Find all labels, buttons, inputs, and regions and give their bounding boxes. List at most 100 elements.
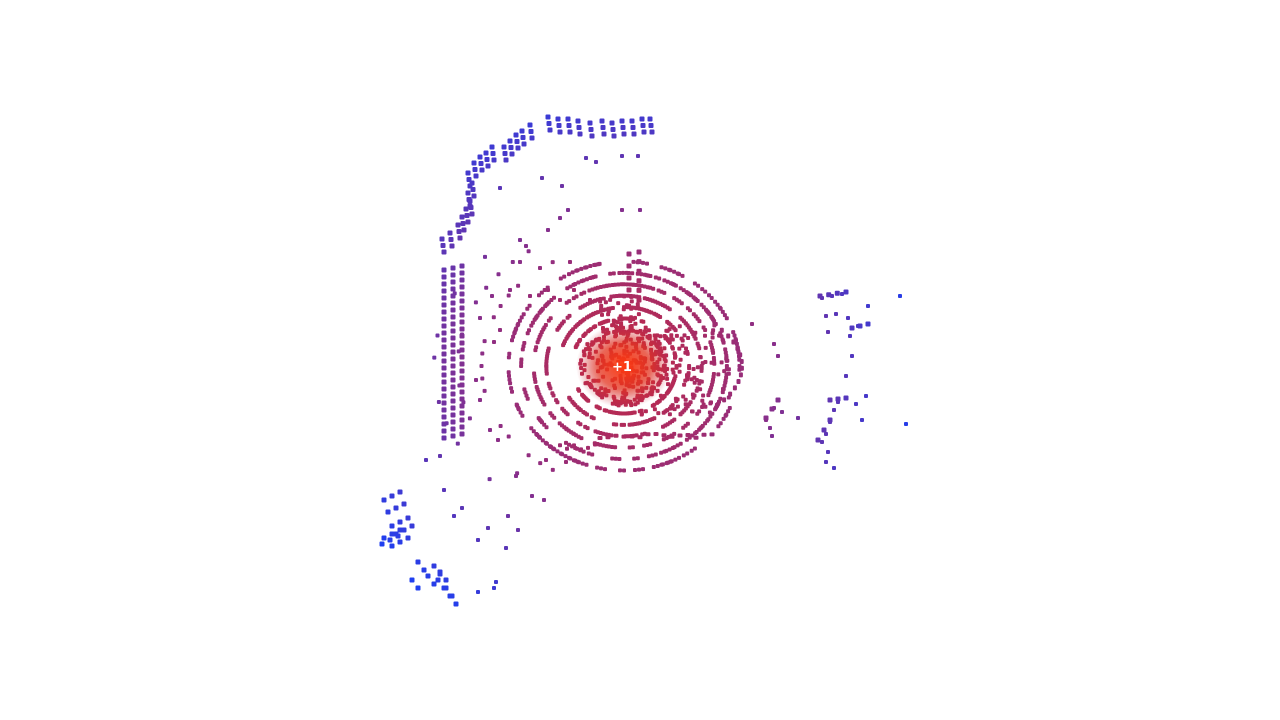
- point: [478, 398, 482, 402]
- point: [534, 345, 539, 350]
- point: [648, 123, 654, 128]
- point: [450, 370, 456, 376]
- point: [629, 299, 634, 304]
- point: [397, 489, 403, 495]
- point: [527, 122, 533, 128]
- point: [381, 497, 387, 503]
- point: [594, 404, 599, 409]
- point: [441, 281, 447, 287]
- point: [640, 420, 645, 425]
- point: [543, 440, 548, 445]
- point: [547, 444, 552, 449]
- point: [465, 170, 471, 176]
- point: [857, 323, 863, 329]
- point: [483, 254, 487, 259]
- point: [817, 293, 823, 299]
- point: [453, 601, 459, 607]
- point: [630, 271, 635, 276]
- point: [701, 393, 706, 398]
- point: [709, 360, 714, 365]
- point: [710, 335, 715, 340]
- point: [588, 264, 593, 268]
- point: [567, 272, 571, 277]
- point: [483, 150, 489, 156]
- point: [663, 266, 668, 271]
- point: [726, 409, 731, 414]
- point: [703, 360, 708, 364]
- point: [657, 276, 662, 281]
- point: [653, 432, 659, 436]
- point: [441, 323, 447, 329]
- point: [610, 445, 614, 449]
- point: [601, 296, 606, 301]
- point: [695, 411, 700, 416]
- point: [732, 333, 737, 338]
- point: [441, 435, 447, 441]
- point: [722, 397, 727, 403]
- point: [613, 433, 619, 438]
- point: [441, 372, 447, 378]
- point: [584, 156, 588, 160]
- point: [447, 230, 453, 236]
- point: [558, 276, 563, 281]
- point: [395, 533, 401, 539]
- point: [703, 404, 708, 409]
- point: [590, 275, 595, 280]
- point: [490, 294, 494, 298]
- point: [678, 412, 683, 417]
- point: [389, 531, 395, 537]
- point: [580, 461, 585, 466]
- point: [466, 177, 472, 182]
- point: [590, 452, 595, 457]
- point: [703, 345, 708, 350]
- point: [651, 465, 656, 469]
- point: [689, 448, 694, 453]
- point: [459, 389, 465, 395]
- point: [609, 120, 615, 126]
- point: [415, 559, 421, 565]
- point: [723, 413, 728, 418]
- point: [593, 262, 598, 267]
- point: [734, 341, 739, 346]
- point: [659, 265, 664, 270]
- point: [509, 151, 515, 157]
- point: [651, 286, 656, 291]
- point: [621, 434, 627, 439]
- point: [608, 271, 613, 276]
- point: [639, 412, 644, 417]
- point: [636, 297, 642, 303]
- point: [516, 528, 520, 532]
- point: [626, 271, 631, 275]
- point: [510, 389, 514, 394]
- point: [615, 320, 620, 325]
- point: [588, 298, 592, 302]
- point: [482, 339, 487, 344]
- point: [550, 260, 555, 265]
- point: [589, 133, 595, 139]
- point: [571, 458, 576, 463]
- point: [655, 464, 660, 468]
- point: [514, 402, 519, 407]
- point: [510, 338, 514, 343]
- point: [693, 336, 698, 341]
- point: [715, 402, 719, 408]
- point: [629, 306, 634, 311]
- point: [698, 387, 703, 392]
- point: [379, 541, 385, 547]
- point: [480, 351, 485, 356]
- point: [738, 372, 743, 378]
- point: [514, 474, 518, 478]
- point: [506, 355, 511, 360]
- point: [603, 300, 608, 305]
- point: [652, 407, 657, 412]
- point: [548, 411, 553, 416]
- point: [389, 543, 395, 549]
- point: [639, 116, 645, 122]
- point: [514, 139, 520, 144]
- point: [472, 167, 478, 172]
- point: [645, 443, 650, 447]
- point: [439, 236, 445, 242]
- point: [834, 290, 840, 296]
